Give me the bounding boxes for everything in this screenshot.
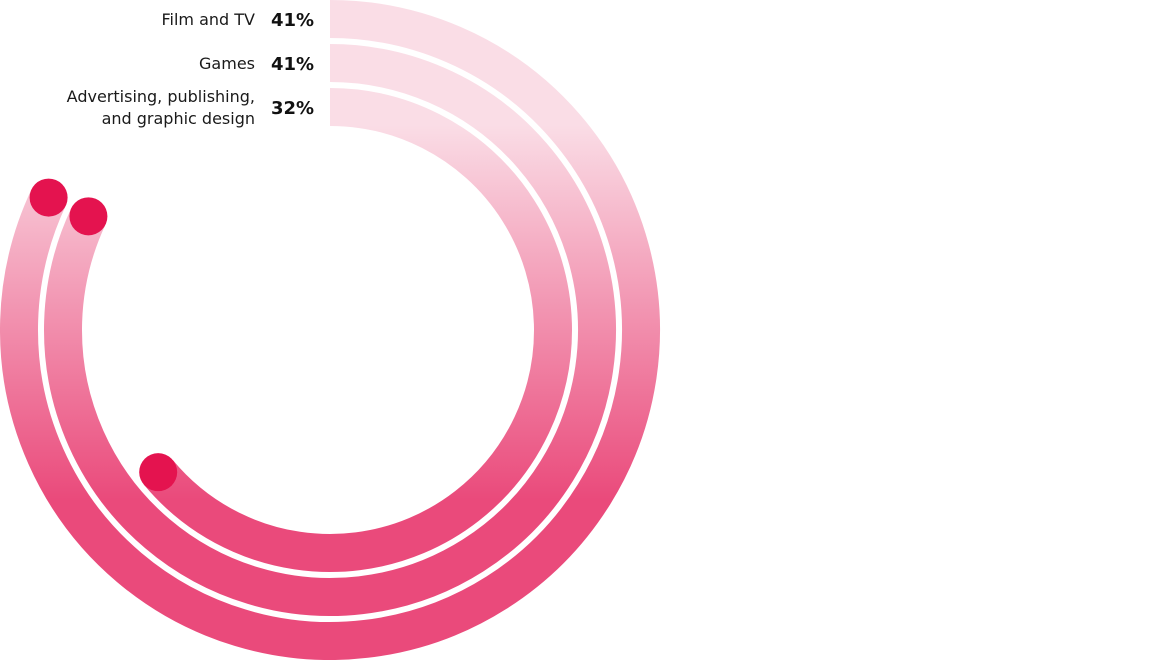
bar-end-cap-film-and-tv: [29, 178, 68, 217]
radial-bars: [0, 0, 660, 660]
category-label-film-and-tv: Film and TV: [161, 10, 255, 29]
bar-end-cap-games: [69, 197, 108, 236]
value-label-advertising-publishing-and-graphic-design: 32%: [271, 98, 314, 119]
radial-bar-advertising-publishing-and-graphic-design: [143, 88, 572, 572]
bar-end-cap-advertising-publishing-and-graphic-design: [139, 453, 178, 492]
category-label-games: Games: [199, 54, 255, 73]
radial-bar-film-and-tv: [0, 0, 660, 660]
radial-bar-games: [44, 44, 616, 616]
category-label-advertising-publishing-and-graphic-design: Advertising, publishing, and graphic desi…: [67, 87, 255, 128]
value-label-games: 41%: [271, 54, 314, 75]
bar-labels: Film and TV 41% Games 41% Advertising, publi…: [67, 10, 314, 128]
value-label-film-and-tv: 41%: [271, 10, 314, 31]
